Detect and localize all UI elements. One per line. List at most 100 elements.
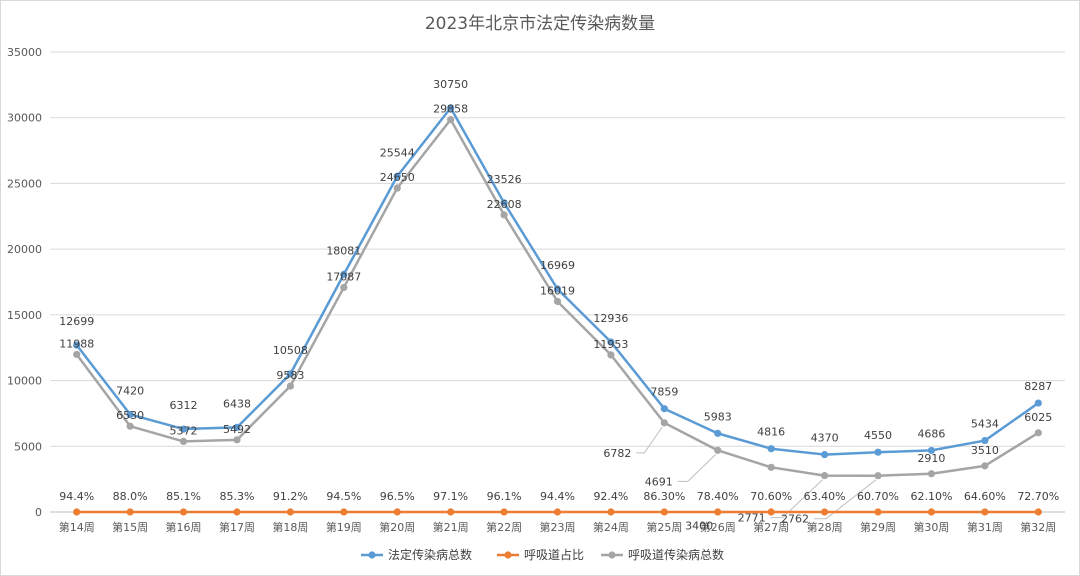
series-2-point (73, 350, 81, 359)
series-1-point (927, 508, 936, 516)
respiratory-data-label: 24650 (380, 171, 415, 184)
series-1-point (821, 508, 829, 516)
ratio-data-label: 97.1% (433, 490, 468, 503)
total-data-label: 8287 (1024, 380, 1052, 393)
total-data-label: 4550 (864, 429, 892, 442)
x-tick-label: 第14周 (59, 520, 95, 534)
legend-entry-label: 呼吸道传染病总数 (628, 547, 724, 562)
series-1-point (340, 508, 348, 516)
x-tick-label: 第23周 (540, 520, 576, 534)
series-1-point (767, 508, 775, 516)
y-tick-label: 25000 (7, 177, 42, 190)
series-1-point (1034, 508, 1042, 516)
respiratory-data-label: 17087 (326, 270, 361, 283)
total-data-label: 18081 (326, 244, 361, 257)
series-0-point (286, 370, 294, 378)
series-0-point (179, 425, 188, 433)
series-2-point (126, 422, 134, 430)
ratio-data-label: 91.2% (273, 490, 308, 503)
series-2-point (821, 471, 829, 480)
series-1-point (660, 508, 668, 516)
y-tick-label: 35000 (7, 46, 42, 59)
respiratory-data-label: 6025 (1024, 411, 1052, 424)
data-labels: 12699 7420 6312 6438 10508 18081 25544 30750 235… (59, 78, 1059, 532)
x-tick-label: 第21周 (433, 520, 469, 534)
series-0-point (874, 448, 882, 456)
ratio-data-label: 96.5% (380, 490, 415, 503)
total-data-label: 7859 (650, 386, 678, 399)
total-data-label: 23526 (487, 173, 522, 186)
series-1-point (393, 508, 401, 516)
y-tick-label: 30000 (7, 112, 42, 125)
gridlines (50, 51, 1065, 513)
label-leader-lines (636, 426, 877, 520)
series-1-point (553, 508, 562, 516)
series-2-point (767, 463, 775, 471)
series-0-point (340, 270, 348, 278)
ratio-data-label: 85.1% (166, 490, 201, 503)
total-data-label: 30750 (433, 78, 468, 91)
x-tick-label: 第22周 (486, 520, 522, 534)
series-0-point (126, 410, 134, 419)
x-axis-ticks: 第14周 第15周 第16周 第17周 第18周 第19周 第20周 第21周 第22周 第23周… (59, 520, 1057, 534)
series-0-point (821, 450, 829, 459)
total-data-label: 12699 (59, 315, 94, 328)
series-0-point (1034, 399, 1042, 407)
legend-swatch-marker (504, 551, 512, 559)
series-0-point (981, 436, 989, 445)
series-1-point (179, 508, 188, 516)
y-axis-ticks: 0 5000 10000 15000 20000 25000 30000 35000 (7, 46, 42, 519)
respiratory-data-label: 3510 (971, 444, 999, 457)
ratio-data-label: 85.3% (219, 490, 254, 503)
legend-entry-label: 呼吸道占比 (524, 547, 584, 562)
total-data-label: 7420 (116, 384, 144, 397)
series-1-point (286, 508, 294, 516)
series-0-point (447, 104, 455, 112)
series-2-point (340, 283, 348, 292)
x-tick-label: 第28周 (807, 520, 843, 534)
ratio-data-label: 60.70% (857, 490, 899, 503)
x-tick-label: 第25周 (646, 520, 682, 534)
x-tick-label: 第24周 (593, 520, 629, 534)
series-1-point (981, 508, 989, 516)
series-1-point (447, 508, 455, 516)
y-tick-label: 0 (35, 506, 42, 519)
respiratory-data-label: 2771 (738, 512, 766, 525)
respiratory-data-label: 6782 (603, 447, 631, 460)
respiratory-data-label: 5492 (223, 423, 251, 436)
respiratory-data-label: 11988 (59, 337, 94, 350)
label-leader-line (770, 479, 823, 519)
x-tick-label: 第19周 (326, 520, 362, 534)
series-1-point (126, 508, 134, 516)
respiratory-data-label: 2910 (917, 452, 945, 465)
series-0-point (660, 405, 668, 413)
respiratory-data-label: 16019 (540, 284, 575, 297)
label-leader-line (814, 479, 877, 520)
series-0-point (607, 338, 615, 346)
series-1-point (714, 508, 722, 516)
series-0-point (233, 423, 241, 431)
series-1-point (874, 508, 882, 516)
x-tick-label: 第29周 (860, 520, 896, 534)
x-tick-label: 第32周 (1020, 520, 1056, 534)
ratio-data-label: 70.60% (750, 490, 792, 503)
series-2-point (179, 437, 188, 445)
series-2-point (286, 382, 294, 390)
ratio-data-label: 88.0% (113, 490, 148, 503)
y-tick-label: 10000 (7, 375, 42, 388)
chart-title: 2023年北京市法定传染病数量 (425, 14, 655, 34)
respiratory-data-label: 29858 (433, 103, 468, 116)
legend-swatch-marker (368, 551, 376, 559)
respiratory-data-label: 3400 (685, 519, 713, 532)
total-data-label: 6438 (223, 397, 251, 410)
series-2-point (553, 297, 562, 306)
total-data-label: 12936 (593, 312, 628, 325)
x-tick-label: 第30周 (913, 520, 949, 534)
series-2-point (393, 184, 401, 192)
ratio-data-label: 96.1% (487, 490, 522, 503)
label-leader-line (636, 426, 663, 454)
series-0-point (553, 285, 562, 293)
series-1-point (233, 508, 241, 516)
